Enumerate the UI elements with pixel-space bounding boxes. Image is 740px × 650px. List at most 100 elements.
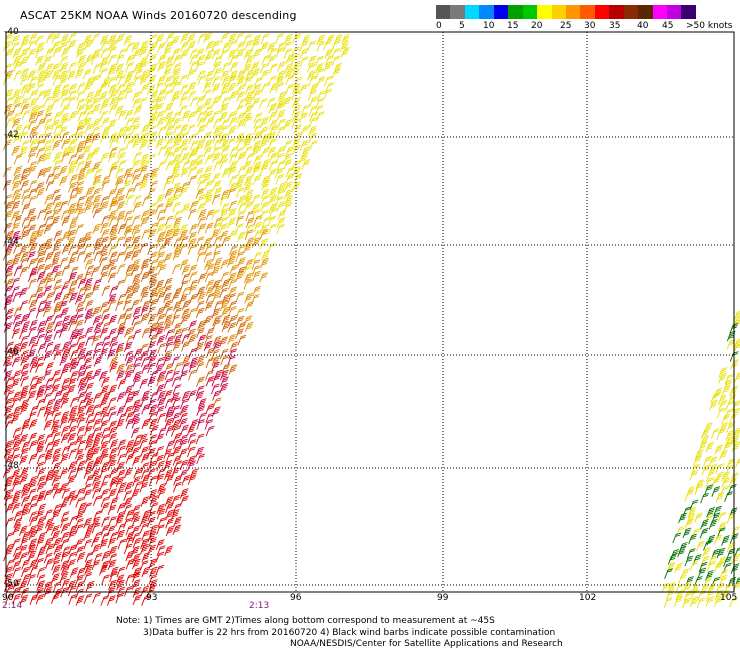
wind-barb (93, 455, 103, 467)
wind-barb (11, 180, 21, 191)
wind-barb (141, 356, 150, 368)
wind-barb (245, 237, 255, 248)
wind-barb (670, 549, 680, 560)
wind-barb (43, 392, 52, 404)
wind-barb (147, 313, 157, 325)
wind-barb (100, 412, 110, 424)
wind-barb (131, 229, 141, 240)
wind-barb (147, 398, 157, 410)
wind-barb (140, 153, 149, 165)
wind-barb (133, 75, 142, 87)
wind-barb (131, 280, 141, 291)
wind-barb (155, 286, 165, 298)
wind-barb (195, 159, 204, 170)
wind-barb (51, 405, 61, 417)
wind-barb (268, 102, 278, 114)
wind-barb (83, 138, 93, 150)
wind-barb (212, 335, 222, 347)
wind-barb (181, 299, 191, 311)
wind-barb (212, 390, 221, 401)
wind-barb (181, 333, 191, 345)
wind-barb (100, 440, 109, 452)
wind-barb (35, 461, 45, 473)
wind-barb (83, 364, 93, 376)
wind-barb (125, 411, 135, 422)
wind-barb (308, 132, 318, 144)
wind-barb (291, 118, 300, 129)
wind-barb (197, 273, 207, 284)
wind-barb (155, 357, 165, 368)
wind-barb (117, 439, 127, 450)
wind-barb (11, 378, 20, 389)
wind-barb (245, 217, 255, 228)
wind-barb (108, 165, 118, 177)
wind-barb (124, 481, 134, 493)
wind-barb (36, 434, 46, 445)
wind-barb (196, 54, 206, 66)
wind-barb (235, 291, 245, 303)
wind-barb (69, 187, 79, 198)
wind-barb (149, 180, 159, 192)
colorbar-swatch (537, 5, 552, 19)
wind-barb (155, 564, 165, 576)
wind-barb (187, 111, 197, 122)
wind-barb (53, 201, 63, 212)
wind-barb (74, 146, 84, 158)
wind-barb (76, 104, 86, 115)
wind-barb (244, 104, 254, 115)
wind-barb (4, 412, 14, 424)
wind-barb (37, 278, 47, 289)
lat-label-44: -44 (4, 237, 19, 247)
wind-barb (203, 53, 213, 65)
wind-barb (291, 46, 301, 58)
wind-barb (35, 104, 45, 116)
wind-barb (173, 132, 183, 143)
wind-barb (51, 244, 61, 256)
wind-barb (29, 362, 39, 373)
wind-barb (28, 146, 37, 158)
wind-barb (67, 208, 77, 219)
wind-barb (123, 75, 133, 86)
wind-barb (123, 543, 133, 555)
wind-barb (157, 88, 167, 100)
wind-barb (43, 139, 52, 151)
wind-barb (117, 482, 127, 493)
wind-barb (90, 54, 100, 65)
wind-barb (37, 90, 47, 101)
wind-barb (28, 33, 38, 44)
wind-barb (172, 146, 182, 157)
wind-barb (667, 582, 677, 593)
wind-barb (700, 492, 709, 504)
wind-barb (211, 40, 221, 51)
wind-barb (251, 259, 261, 270)
wind-barb (61, 265, 71, 276)
wind-barb (107, 188, 117, 200)
wind-barb (149, 298, 158, 310)
wind-barb (211, 83, 221, 94)
wind-barb (172, 182, 181, 193)
wind-barb (122, 180, 132, 191)
wind-barb (44, 194, 54, 205)
wind-barb (243, 315, 253, 326)
wind-barb (324, 55, 334, 66)
wind-barb (179, 412, 188, 424)
wind-barb (725, 430, 735, 441)
wind-barb (125, 117, 135, 128)
wind-barb (83, 34, 93, 45)
wind-barb (124, 81, 134, 93)
wind-barb (45, 399, 55, 410)
wind-barb (708, 555, 717, 566)
wind-barb (60, 96, 70, 108)
wind-barb (108, 447, 118, 458)
wind-barb (100, 488, 110, 500)
wind-barb (197, 74, 207, 86)
wind-barb (68, 271, 78, 283)
wind-barb (11, 481, 21, 492)
colorbar-swatch (479, 5, 494, 19)
wind-barb (101, 516, 110, 527)
wind-barb (91, 439, 101, 450)
wind-barb (164, 314, 173, 325)
wind-barb (172, 249, 182, 261)
wind-barb (188, 362, 198, 373)
